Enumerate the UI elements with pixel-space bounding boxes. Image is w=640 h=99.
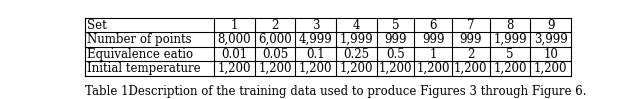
Text: 0.01: 0.01	[221, 48, 247, 61]
Text: 1: 1	[230, 19, 238, 32]
Text: 1,200: 1,200	[258, 62, 292, 75]
Text: 3,999: 3,999	[534, 33, 568, 46]
Text: 6,000: 6,000	[258, 33, 292, 46]
Text: 0.05: 0.05	[262, 48, 288, 61]
Text: 0.5: 0.5	[386, 48, 405, 61]
Text: 1,200: 1,200	[493, 62, 527, 75]
Text: 1,200: 1,200	[454, 62, 488, 75]
Text: 999: 999	[460, 33, 482, 46]
Text: 10: 10	[543, 48, 558, 61]
Text: Number of points: Number of points	[88, 33, 192, 46]
Text: 1,200: 1,200	[299, 62, 332, 75]
Text: 4,999: 4,999	[299, 33, 332, 46]
Text: Description of the training data used to produce Figures 3 through Figure 6.: Description of the training data used to…	[121, 85, 586, 98]
Text: 9: 9	[547, 19, 554, 32]
Text: Table 1.: Table 1.	[85, 85, 132, 98]
Text: 999: 999	[422, 33, 444, 46]
Text: 999: 999	[384, 33, 406, 46]
Text: 6: 6	[429, 19, 437, 32]
Text: 1,999: 1,999	[493, 33, 527, 46]
Text: Initial temperature: Initial temperature	[88, 62, 201, 75]
Text: 4: 4	[353, 19, 360, 32]
Text: Equivalence eatio: Equivalence eatio	[88, 48, 193, 61]
Text: 5: 5	[392, 19, 399, 32]
Text: 1,999: 1,999	[339, 33, 373, 46]
Text: 7: 7	[467, 19, 475, 32]
Text: 2: 2	[271, 19, 278, 32]
Text: 1: 1	[429, 48, 437, 61]
Text: 3: 3	[312, 19, 319, 32]
Text: 0.1: 0.1	[307, 48, 325, 61]
Text: 1,200: 1,200	[417, 62, 450, 75]
Text: 1,200: 1,200	[218, 62, 251, 75]
Text: 1,200: 1,200	[340, 62, 373, 75]
Text: 1,200: 1,200	[379, 62, 412, 75]
Text: 2: 2	[467, 48, 474, 61]
Text: 1,200: 1,200	[534, 62, 568, 75]
Text: 8: 8	[506, 19, 514, 32]
Text: Set: Set	[88, 19, 107, 32]
Text: 0.25: 0.25	[343, 48, 369, 61]
Text: 5: 5	[506, 48, 514, 61]
Text: 8,000: 8,000	[218, 33, 251, 46]
